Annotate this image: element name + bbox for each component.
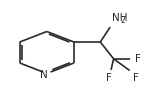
Text: F: F: [106, 73, 112, 83]
Text: 2: 2: [121, 16, 125, 25]
Text: NH: NH: [112, 13, 128, 23]
Text: F: F: [133, 73, 139, 83]
Text: N: N: [40, 70, 48, 80]
Text: F: F: [135, 54, 141, 64]
